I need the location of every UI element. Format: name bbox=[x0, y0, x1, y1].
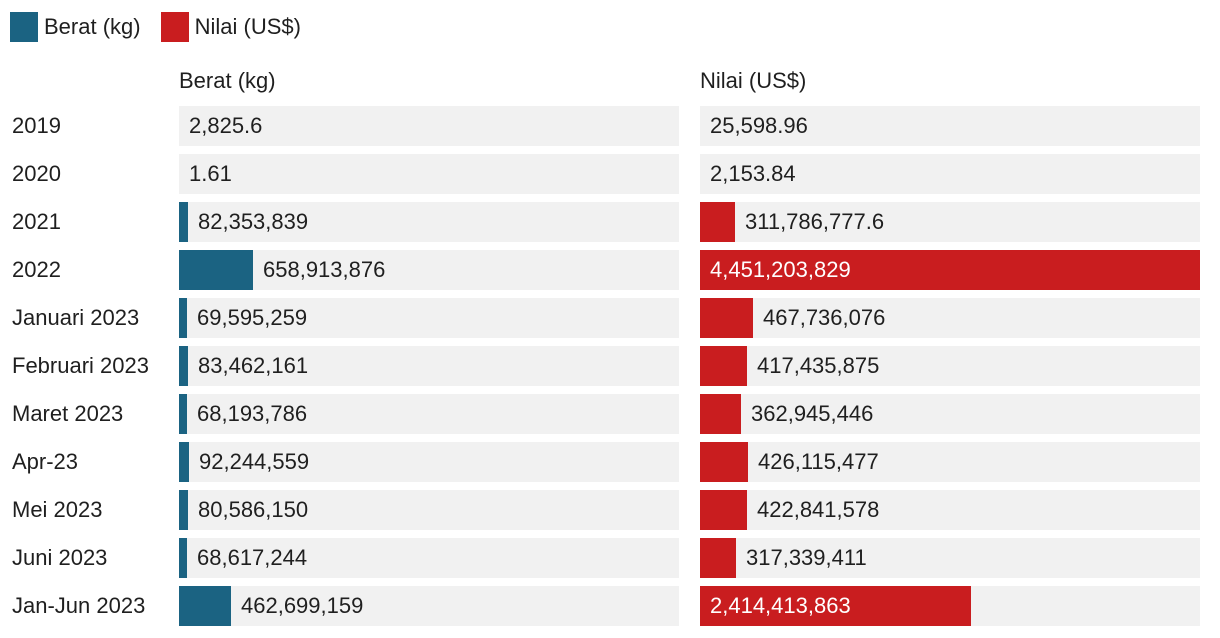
bar-track: 80,586,150 bbox=[179, 490, 679, 530]
bar bbox=[179, 394, 187, 434]
bar-track: 467,736,076 bbox=[700, 298, 1200, 338]
data-label: 417,435,875 bbox=[757, 353, 880, 378]
data-label: 4,451,203,829 bbox=[710, 257, 851, 282]
category-label: 2021 bbox=[12, 209, 61, 234]
category-label: Apr-23 bbox=[12, 449, 79, 474]
data-label: 362,945,446 bbox=[751, 401, 874, 426]
bar-track: 1.61 bbox=[179, 154, 679, 194]
data-label: 317,339,411 bbox=[746, 545, 867, 570]
bar bbox=[179, 250, 253, 290]
data-label: 80,586,150 bbox=[198, 497, 309, 522]
legend-label-1: Nilai (US$) bbox=[194, 14, 301, 39]
bar bbox=[700, 442, 748, 482]
data-label: 462,699,159 bbox=[241, 593, 364, 618]
bar-track: 2,153.84 bbox=[700, 154, 1200, 194]
category-label: 2020 bbox=[12, 161, 61, 186]
bar bbox=[179, 538, 187, 578]
bar bbox=[700, 298, 753, 338]
data-label: 467,736,076 bbox=[763, 305, 886, 330]
legend-item-0: Berat (kg) bbox=[10, 12, 141, 42]
bar-track: 422,841,578 bbox=[700, 490, 1200, 530]
category-label: Jan-Jun 2023 bbox=[12, 593, 146, 618]
bar bbox=[179, 346, 188, 386]
data-label: 82,353,839 bbox=[198, 209, 309, 234]
bar-track: 83,462,161 bbox=[179, 346, 679, 386]
data-label: 69,595,259 bbox=[197, 305, 308, 330]
legend-item-1: Nilai (US$) bbox=[160, 12, 301, 42]
bar-track: 92,244,559 bbox=[179, 442, 679, 482]
bar-track: 25,598.96 bbox=[700, 106, 1200, 146]
data-label: 1.61 bbox=[189, 161, 232, 186]
bar bbox=[700, 202, 735, 242]
bar-track: 68,617,244 bbox=[179, 538, 679, 578]
data-label: 68,617,244 bbox=[197, 545, 308, 570]
bar-track: 68,193,786 bbox=[179, 394, 679, 434]
data-label: 83,462,161 bbox=[198, 353, 309, 378]
bar-track: 462,699,159 bbox=[179, 586, 679, 626]
category-label: 2022 bbox=[12, 257, 61, 282]
category-label: Februari 2023 bbox=[12, 353, 149, 378]
panel-header-0: Berat (kg) bbox=[179, 68, 276, 93]
chart-legend: Berat (kg) Nilai (US$) bbox=[10, 12, 321, 42]
legend-swatch-0 bbox=[10, 12, 38, 42]
data-label: 25,598.96 bbox=[710, 113, 808, 138]
legend-label-0: Berat (kg) bbox=[44, 14, 141, 39]
bar-track: 2,825.6 bbox=[179, 106, 679, 146]
bar bbox=[179, 298, 187, 338]
data-label: 2,153.84 bbox=[710, 161, 796, 186]
data-label: 426,115,477 bbox=[758, 449, 879, 474]
bar-track: 69,595,259 bbox=[179, 298, 679, 338]
bar bbox=[700, 394, 741, 434]
data-label: 92,244,559 bbox=[199, 449, 310, 474]
bar-track: 82,353,839 bbox=[179, 202, 679, 242]
category-label: Mei 2023 bbox=[12, 497, 103, 522]
data-label: 68,193,786 bbox=[197, 401, 308, 426]
bar bbox=[179, 442, 189, 482]
bar bbox=[179, 586, 231, 626]
category-label: Juni 2023 bbox=[12, 545, 108, 570]
bar-track: 2,414,413,863 bbox=[700, 586, 1200, 626]
data-label: 2,414,413,863 bbox=[710, 593, 851, 618]
bar-track: 417,435,875 bbox=[700, 346, 1200, 386]
bar-track: 311,786,777.6 bbox=[700, 202, 1200, 242]
category-label: 2019 bbox=[12, 113, 61, 138]
panel-header-1: Nilai (US$) bbox=[700, 68, 807, 93]
data-label: 2,825.6 bbox=[189, 113, 263, 138]
bar-track: 658,913,876 bbox=[179, 250, 679, 290]
bar bbox=[179, 490, 188, 530]
bar-track: 362,945,446 bbox=[700, 394, 1200, 434]
legend-swatch-1 bbox=[160, 12, 189, 42]
bar bbox=[179, 202, 188, 242]
bar-track: 426,115,477 bbox=[700, 442, 1200, 482]
bar bbox=[700, 586, 971, 626]
category-label: Maret 2023 bbox=[12, 401, 124, 426]
data-label: 422,841,578 bbox=[757, 497, 880, 522]
category-label: Januari 2023 bbox=[12, 305, 140, 330]
bar bbox=[700, 490, 747, 530]
bar bbox=[700, 538, 736, 578]
data-label: 658,913,876 bbox=[263, 257, 386, 282]
data-label: 311,786,777.6 bbox=[745, 209, 885, 234]
bar-track: 4,451,203,829 bbox=[700, 250, 1200, 290]
bar bbox=[700, 250, 1200, 290]
bar-track: 317,339,411 bbox=[700, 538, 1200, 578]
bar bbox=[700, 346, 747, 386]
